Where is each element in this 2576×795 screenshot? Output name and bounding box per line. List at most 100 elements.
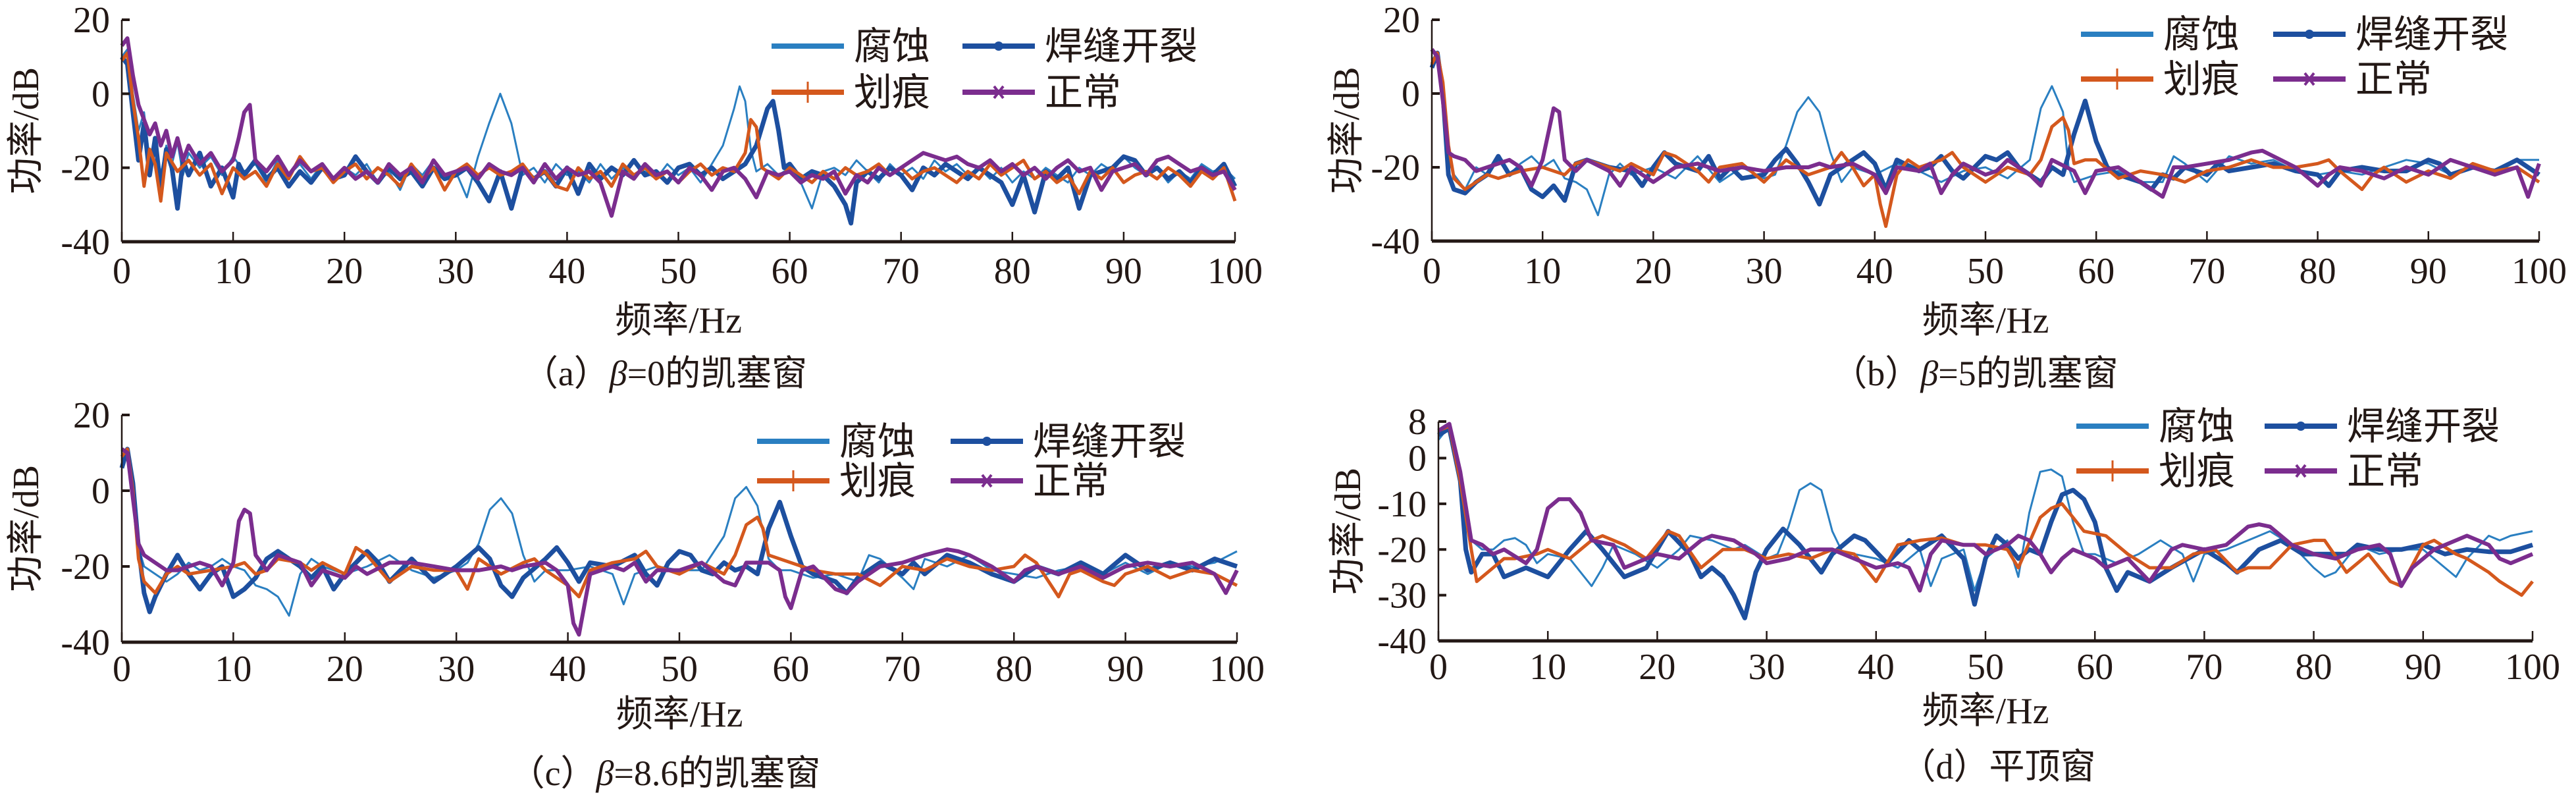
- series-line-正常: [120, 447, 1239, 637]
- legend-label: 腐蚀: [2159, 405, 2235, 448]
- y-tick-label: -20: [61, 148, 110, 189]
- y-axis-title: 功率/dB: [6, 67, 47, 194]
- series-line-划痕: [1430, 51, 2540, 229]
- y-axis-title: 功率/dB: [1328, 468, 1369, 595]
- legend-item: 划痕: [757, 460, 916, 503]
- legend-marker-dot-icon: [2305, 30, 2314, 39]
- series-line-划痕: [120, 447, 1238, 599]
- legend-marker-dot-icon: [2296, 422, 2305, 431]
- y-tick-label: -20: [1371, 148, 1420, 188]
- x-tick-label: 20: [1639, 647, 1675, 688]
- legend-item: 焊缝开裂: [2273, 13, 2508, 56]
- x-tick-label: 30: [437, 251, 474, 292]
- legend-item: 腐蚀: [772, 25, 930, 68]
- series-line-焊缝开裂: [120, 55, 1238, 226]
- series-line-正常: [120, 36, 1237, 218]
- legend-marker-plus-icon: [2109, 69, 2125, 90]
- x-tick-label: 70: [883, 251, 920, 292]
- x-tick-label: 60: [2078, 251, 2115, 292]
- panel-caption: （c）β=8.6的凯塞窗: [510, 754, 821, 793]
- legend-label: 划痕: [854, 71, 930, 114]
- panel-d: 0 10 20 30 40 50 60 70 80 90 10080-10-20-30-40功率/d…: [1328, 402, 2560, 786]
- x-tick-label: 90: [2405, 647, 2442, 688]
- x-tick-label: 90: [1105, 251, 1142, 292]
- y-tick-label: 20: [1383, 0, 1420, 41]
- legend-item: 焊缝开裂: [951, 420, 1186, 463]
- legend-item: 正常: [2273, 58, 2432, 101]
- x-tick-label: 60: [772, 649, 809, 690]
- legend-item: 正常: [962, 71, 1121, 114]
- legend-marker-cross-icon: [981, 474, 993, 488]
- legend-label: 正常: [1045, 71, 1121, 114]
- x-axis-title: 频率/Hz: [616, 694, 743, 735]
- panel-caption: （b）β=5的凯塞窗: [1831, 354, 2118, 393]
- x-tick-label: 40: [1858, 647, 1895, 688]
- y-tick-label: 0: [1408, 439, 1427, 480]
- legend-label: 划痕: [2159, 450, 2235, 493]
- legend-item: 划痕: [772, 71, 930, 114]
- x-tick-label: 20: [327, 649, 363, 690]
- series-line-腐蚀: [1437, 425, 2533, 592]
- x-tick-label: 0: [113, 251, 131, 292]
- x-tick-label: 30: [1746, 251, 1783, 292]
- legend-item: 划痕: [2081, 58, 2240, 101]
- x-axis-title: 频率/Hz: [1922, 691, 2049, 732]
- y-tick-label: -30: [1377, 576, 1427, 617]
- x-axis-title: 频率/Hz: [615, 300, 742, 341]
- legend-label: 焊缝开裂: [1045, 25, 1197, 68]
- x-tick-label: 40: [1856, 251, 1893, 292]
- panel-a: 0 10 20 30 40 50 60 70 80 90 100 20 0 -20 -40 功率/dB 频率/H…: [6, 0, 1263, 393]
- x-tick-label: 70: [884, 649, 921, 690]
- legend-label: 焊缝开裂: [2355, 13, 2508, 56]
- x-tick-label: 100: [1207, 251, 1263, 292]
- y-tick-label: 20: [73, 0, 110, 41]
- x-tick-label: 100: [2505, 647, 2560, 688]
- series-group: [120, 36, 1238, 226]
- x-tick-label: 50: [1967, 647, 2004, 688]
- legend-marker-plus-icon: [2105, 460, 2120, 481]
- y-tick-label: 0: [92, 74, 110, 115]
- series-line-划痕: [1438, 424, 2534, 597]
- legend-label: 腐蚀: [854, 25, 930, 68]
- panel-caption: （d）平顶窗: [1901, 747, 2096, 786]
- y-axis-title: 功率/dB: [1327, 67, 1367, 194]
- y-tick-label: -20: [61, 547, 110, 588]
- y-tick-label: -20: [1377, 530, 1427, 570]
- x-tick-label: 100: [2511, 251, 2567, 292]
- x-tick-label: 10: [215, 649, 251, 690]
- x-tick-label: 90: [2410, 251, 2447, 292]
- x-tick-label: 30: [438, 649, 475, 690]
- x-tick-label: 50: [1967, 251, 2004, 292]
- legend-label: 焊缝开裂: [2347, 405, 2500, 448]
- legend-marker-cross-icon: [993, 85, 1005, 99]
- x-tick-label: 20: [326, 251, 363, 292]
- x-tick-label: 0: [1423, 251, 1441, 292]
- legend-marker-dot-icon: [994, 41, 1003, 51]
- x-tick-label: 100: [1209, 649, 1265, 690]
- x-tick-label: 80: [2300, 251, 2336, 292]
- x-tick-label: 90: [1107, 649, 1144, 690]
- legend-item: 腐蚀: [2076, 405, 2235, 448]
- x-tick-label: 40: [548, 251, 585, 292]
- legend-marker-cross-icon: [2303, 72, 2315, 86]
- legend-label: 腐蚀: [839, 420, 916, 463]
- x-axis-title: 频率/Hz: [1922, 300, 2049, 341]
- legend-item: 焊缝开裂: [2265, 405, 2500, 448]
- y-tick-label: 20: [73, 395, 110, 436]
- x-tick-label: 10: [1524, 251, 1561, 292]
- series-line-正常: [1430, 47, 2541, 199]
- legend-item: 划痕: [2076, 450, 2235, 493]
- y-tick-label: -40: [61, 222, 110, 263]
- x-tick-label: 80: [2296, 647, 2332, 688]
- x-tick-label: 40: [550, 649, 587, 690]
- x-tick-label: 10: [215, 251, 251, 292]
- legend-item: 正常: [2265, 450, 2423, 493]
- legend-marker-plus-icon: [800, 82, 816, 103]
- x-tick-label: 70: [2186, 647, 2222, 688]
- x-tick-label: 30: [1748, 647, 1785, 688]
